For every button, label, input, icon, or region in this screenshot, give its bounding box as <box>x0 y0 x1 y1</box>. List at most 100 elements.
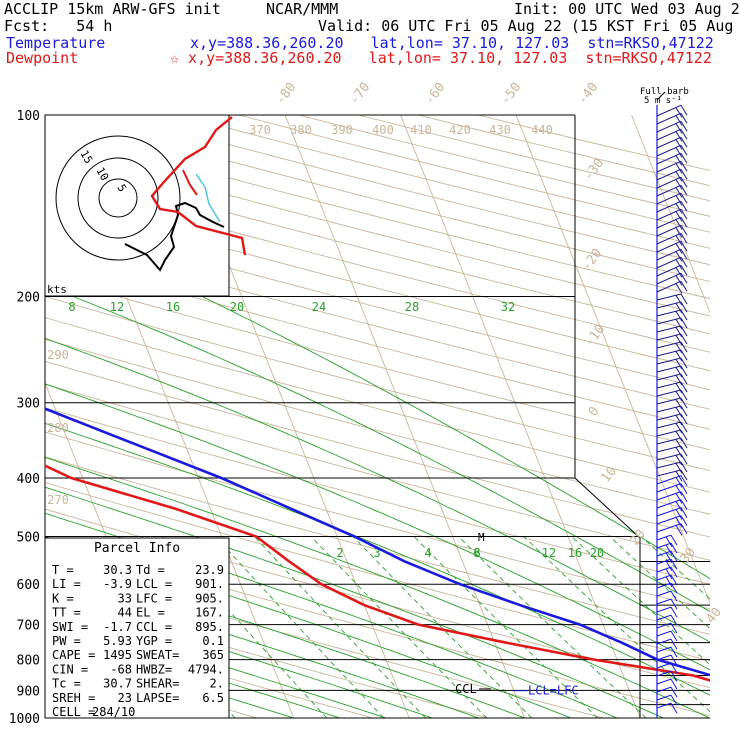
dry-adiabat <box>45 431 710 610</box>
dry-adiabat <box>45 456 710 635</box>
parcel-value: 4794. <box>188 662 224 676</box>
parcel-key: K = <box>52 591 74 605</box>
dewpoint-profile <box>45 464 710 682</box>
parcel-key: YGP = <box>136 634 172 648</box>
dry-adiabat <box>45 296 710 472</box>
theta-label: 390 <box>331 123 353 137</box>
parcel-key: Tc = <box>52 677 81 691</box>
parcel-value: 895. <box>195 620 224 634</box>
parcel-value: 2. <box>210 677 224 691</box>
isotherm-label: 10 <box>599 464 620 486</box>
parcel-value: 365 <box>202 648 224 662</box>
pressure-tick-label: 600 <box>17 578 40 593</box>
wind-barb <box>656 646 678 658</box>
parcel-value: 5.93 <box>103 634 132 648</box>
isotherm-label: -40 <box>575 80 601 108</box>
parcel-box <box>44 537 230 719</box>
parcel-key: SWEAT= <box>136 648 179 662</box>
dry-adiabat <box>45 235 710 410</box>
wind-barb <box>656 491 688 504</box>
parcel-value: 284/10 <box>92 705 135 719</box>
parcel-value: -68 <box>110 662 132 676</box>
theta-label: 280 <box>47 421 69 435</box>
wind-barb <box>656 662 678 674</box>
parcel-key: CCL = <box>136 620 172 634</box>
pressure-tick-label: 400 <box>17 472 40 487</box>
parcel-key: LCL = <box>136 577 172 591</box>
moist-adiabat-label: 8 <box>68 300 75 314</box>
parcel-value: 1495 <box>103 648 132 662</box>
dry-adiabat <box>45 407 710 585</box>
isotherm-label: 30 <box>678 545 699 567</box>
parcel-value: 23 <box>118 691 132 705</box>
mixing-ratio-line <box>523 536 710 713</box>
mixing-ratio-label: 12 <box>542 546 556 560</box>
theta-label: 420 <box>449 123 471 137</box>
isotherm-label: 20 <box>628 527 649 549</box>
parcel-info-box: Parcel Info T = 30.3 Td = 23.9 LI = -3.9 LCL = 9… <box>44 537 230 719</box>
wind-barb <box>656 606 678 618</box>
isotherm-line <box>515 115 710 605</box>
wind-barb <box>656 397 688 410</box>
theta-label: 410 <box>410 123 432 137</box>
moist-adiabat-label: 20 <box>230 300 244 314</box>
wind-barb <box>656 144 688 158</box>
parcel-value: 905. <box>195 591 224 605</box>
wind-barb <box>656 381 688 394</box>
parcel-value: 44 <box>118 606 132 620</box>
moist-adiabat <box>45 593 433 718</box>
parcel-value: 0.1 <box>202 634 224 648</box>
dry-adiabat <box>45 216 710 391</box>
wind-barb <box>656 272 688 286</box>
wind-barb <box>656 248 688 262</box>
wind-barb <box>656 437 688 450</box>
mixing-ratio-line <box>215 536 385 718</box>
pressure-tick-label: 800 <box>17 654 40 669</box>
wind-barb <box>656 429 688 442</box>
parcel-key: HWBZ= <box>136 662 172 676</box>
moist-adiabat-label: 28 <box>405 300 419 314</box>
theta-label: 270 <box>47 493 69 507</box>
theta-label: 380 <box>290 123 312 137</box>
wind-barb <box>656 670 678 682</box>
legend-dewpoint: Dewpoint <box>6 49 79 67</box>
wind-barb <box>656 104 688 118</box>
wind-barb <box>656 542 678 556</box>
valid-time: Valid: 06 UTC Fri 05 Aug 22 (15 KST Fri … <box>318 17 740 35</box>
wind-barb <box>656 120 688 134</box>
wind-barb <box>656 325 688 338</box>
wind-barb <box>656 694 678 706</box>
wind-barb <box>656 112 688 126</box>
wind-barb <box>656 240 688 254</box>
wind-barb <box>656 702 678 714</box>
init-time: Init: 00 UTC Wed 03 Aug 22 <box>514 0 740 18</box>
dewpoint-location-info: ☆ x,y=388.36,260.20 lat,lon= 37.10, 127.… <box>170 49 712 67</box>
wind-barb <box>656 200 688 214</box>
parcel-value: 6.5 <box>202 691 224 705</box>
wind-barb <box>656 483 688 496</box>
wind-barb <box>656 224 688 238</box>
hodograph-ring <box>55 135 181 261</box>
pressure-tick-label: 900 <box>17 684 40 699</box>
wind-barb <box>656 405 688 418</box>
parcel-key: CELL = <box>52 705 95 719</box>
pressure-tick-label: 1000 <box>9 712 40 727</box>
wind-barb <box>656 421 688 434</box>
wind-barb <box>656 128 688 142</box>
wind-barb <box>656 365 688 378</box>
wind-barb <box>656 168 688 182</box>
theta-label: 370 <box>249 123 271 137</box>
barb-header-arrow <box>656 91 666 101</box>
wind-barb <box>656 461 688 474</box>
parcel-key: SWI = <box>52 620 88 634</box>
wind-barb <box>656 475 688 488</box>
parcel-key: CAPE = <box>52 648 95 662</box>
wind-barb <box>656 256 688 270</box>
parcel-value: 23.9 <box>195 563 224 577</box>
forecast-hour: Fcst: 54 h <box>4 17 113 35</box>
wind-barb <box>656 654 678 666</box>
pressure-tick-label: 100 <box>17 109 40 124</box>
model-title: ACCLIP 15km ARW-GFS init <box>4 0 221 18</box>
mixing-ratio-line <box>352 536 533 718</box>
